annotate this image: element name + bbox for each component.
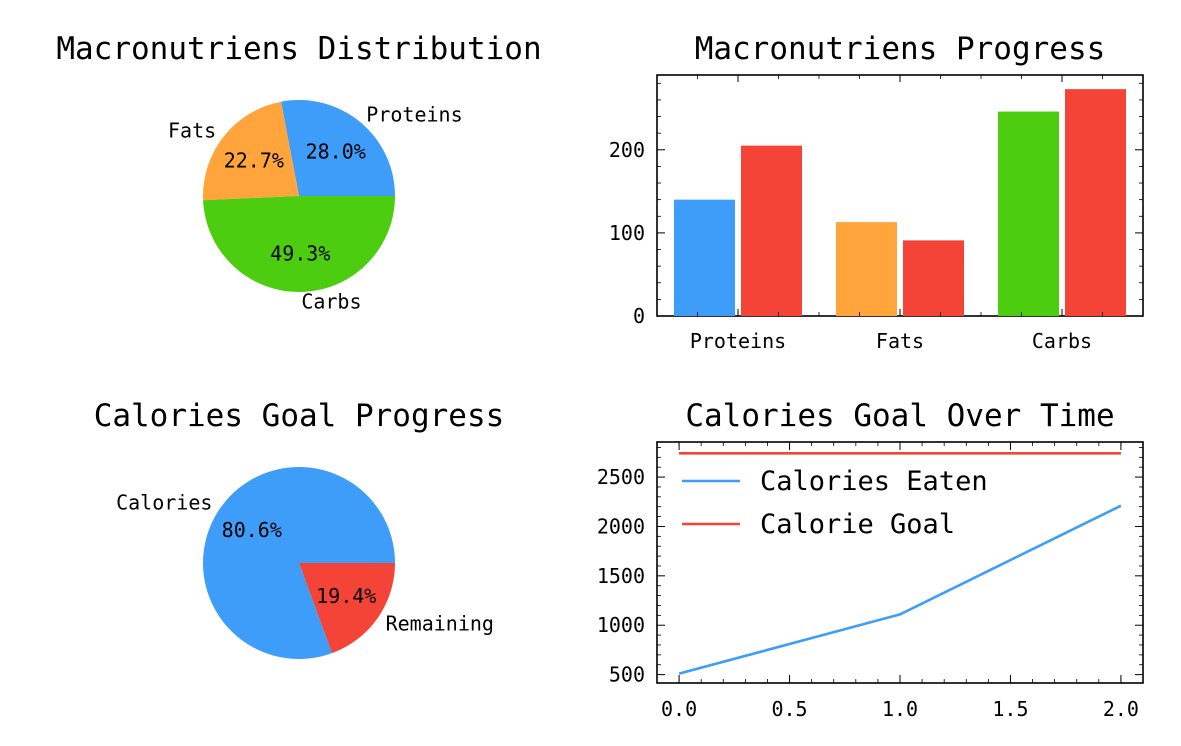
legend-label: Calorie Goal [760, 509, 955, 540]
slice-percent-label: 49.3% [270, 242, 330, 266]
x-tick-label: Proteins [690, 329, 786, 353]
x-tick-label: Carbs [1032, 329, 1092, 353]
y-tick-label: 200 [609, 138, 645, 162]
calories-goal-progress-pie: Calories Goal Progress Calories 80.6% Rema… [94, 398, 505, 659]
slice-label: Fats [168, 118, 216, 142]
macronutrients-distribution-pie: Macronutriens Distribution Proteins28.0%… [56, 31, 541, 314]
x-tick-label: 1.0 [882, 697, 918, 721]
calories-goal-over-time-line-chart: Calories Goal Over Time 0.0 0.5 1.0 1.5 2.0 5… [597, 398, 1144, 721]
y-tick-label: 1000 [597, 613, 645, 637]
slice-percent-label: 80.6% [222, 518, 282, 542]
pie2-title: Calories Goal Progress [94, 398, 505, 434]
line1-title: Calories Goal Over Time [685, 398, 1114, 434]
pie-slice [299, 563, 395, 654]
series-line [678, 504, 1122, 675]
slice-label: Proteins [366, 103, 462, 127]
slice-percent-label: 19.4% [316, 584, 376, 608]
y-tick-label: 100 [609, 221, 645, 245]
bar [903, 240, 964, 316]
legend-label: Calories Eaten [760, 466, 988, 497]
bar [1065, 89, 1126, 316]
slice-label: Calories [116, 491, 212, 515]
slice-label: Remaining [386, 611, 494, 635]
x-tick-label: 0.5 [771, 697, 807, 721]
bar [998, 111, 1059, 316]
x-tick-label: 2.0 [1103, 697, 1139, 721]
y-tick-label: 2000 [597, 514, 645, 538]
slice-label: Carbs [301, 290, 361, 314]
y-tick-label: 0 [633, 304, 645, 328]
y-tick-label: 500 [609, 663, 645, 687]
pie1-title: Macronutriens Distribution [56, 31, 541, 67]
slice-percent-label: 22.7% [224, 148, 284, 172]
bar [836, 222, 897, 316]
y-tick-label: 1500 [597, 564, 645, 588]
pie-slice [281, 100, 395, 196]
slice-percent-label: 28.0% [306, 140, 366, 164]
bar [741, 145, 802, 316]
pie-slice [203, 101, 299, 201]
macronutrients-progress-bar-chart: Macronutriens Progress Proteins Fats Carbs… [609, 31, 1144, 353]
x-tick-label: 0.0 [661, 697, 697, 721]
x-tick-label: 1.5 [992, 697, 1028, 721]
pie-slice [203, 196, 395, 293]
bar1-title: Macronutriens Progress [695, 31, 1106, 67]
bar [674, 199, 735, 316]
y-tick-label: 2500 [597, 465, 645, 489]
x-tick-label: Fats [876, 329, 924, 353]
